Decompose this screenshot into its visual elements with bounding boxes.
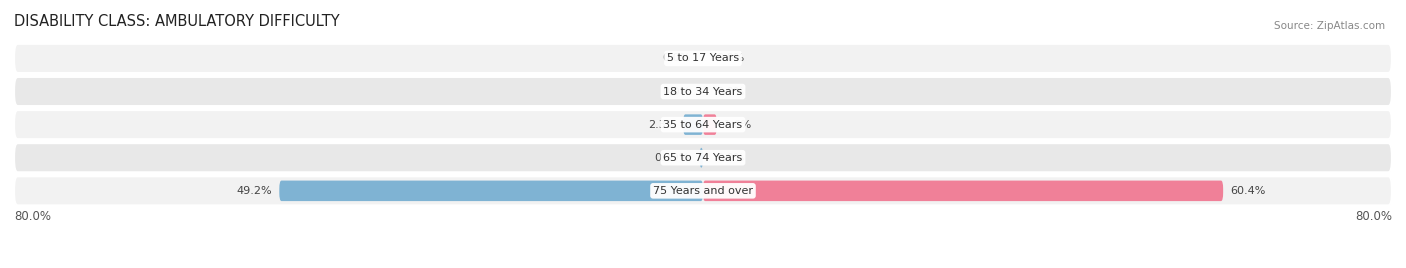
Text: 65 to 74 Years: 65 to 74 Years [664,153,742,163]
Text: 49.2%: 49.2% [236,186,273,196]
Text: 5 to 17 Years: 5 to 17 Years [666,53,740,64]
Text: 80.0%: 80.0% [1355,210,1392,223]
Text: 1.6%: 1.6% [724,120,752,130]
FancyBboxPatch shape [280,181,703,201]
Text: 0.0%: 0.0% [716,87,744,96]
FancyBboxPatch shape [14,44,1392,73]
Text: 0.39%: 0.39% [655,153,690,163]
Text: Source: ZipAtlas.com: Source: ZipAtlas.com [1274,21,1385,31]
Text: 80.0%: 80.0% [14,210,51,223]
FancyBboxPatch shape [683,114,703,135]
Text: 0.0%: 0.0% [662,53,690,64]
Text: 75 Years and over: 75 Years and over [652,186,754,196]
Text: 60.4%: 60.4% [1230,186,1265,196]
Text: DISABILITY CLASS: AMBULATORY DIFFICULTY: DISABILITY CLASS: AMBULATORY DIFFICULTY [14,14,340,29]
FancyBboxPatch shape [703,114,717,135]
FancyBboxPatch shape [14,77,1392,106]
Text: 18 to 34 Years: 18 to 34 Years [664,87,742,96]
Text: 0.0%: 0.0% [716,53,744,64]
FancyBboxPatch shape [14,176,1392,205]
Text: 2.3%: 2.3% [648,120,676,130]
FancyBboxPatch shape [14,110,1392,139]
Text: 0.0%: 0.0% [716,153,744,163]
Text: 35 to 64 Years: 35 to 64 Years [664,120,742,130]
FancyBboxPatch shape [700,147,703,168]
Text: 0.0%: 0.0% [662,87,690,96]
FancyBboxPatch shape [703,181,1223,201]
FancyBboxPatch shape [14,143,1392,172]
